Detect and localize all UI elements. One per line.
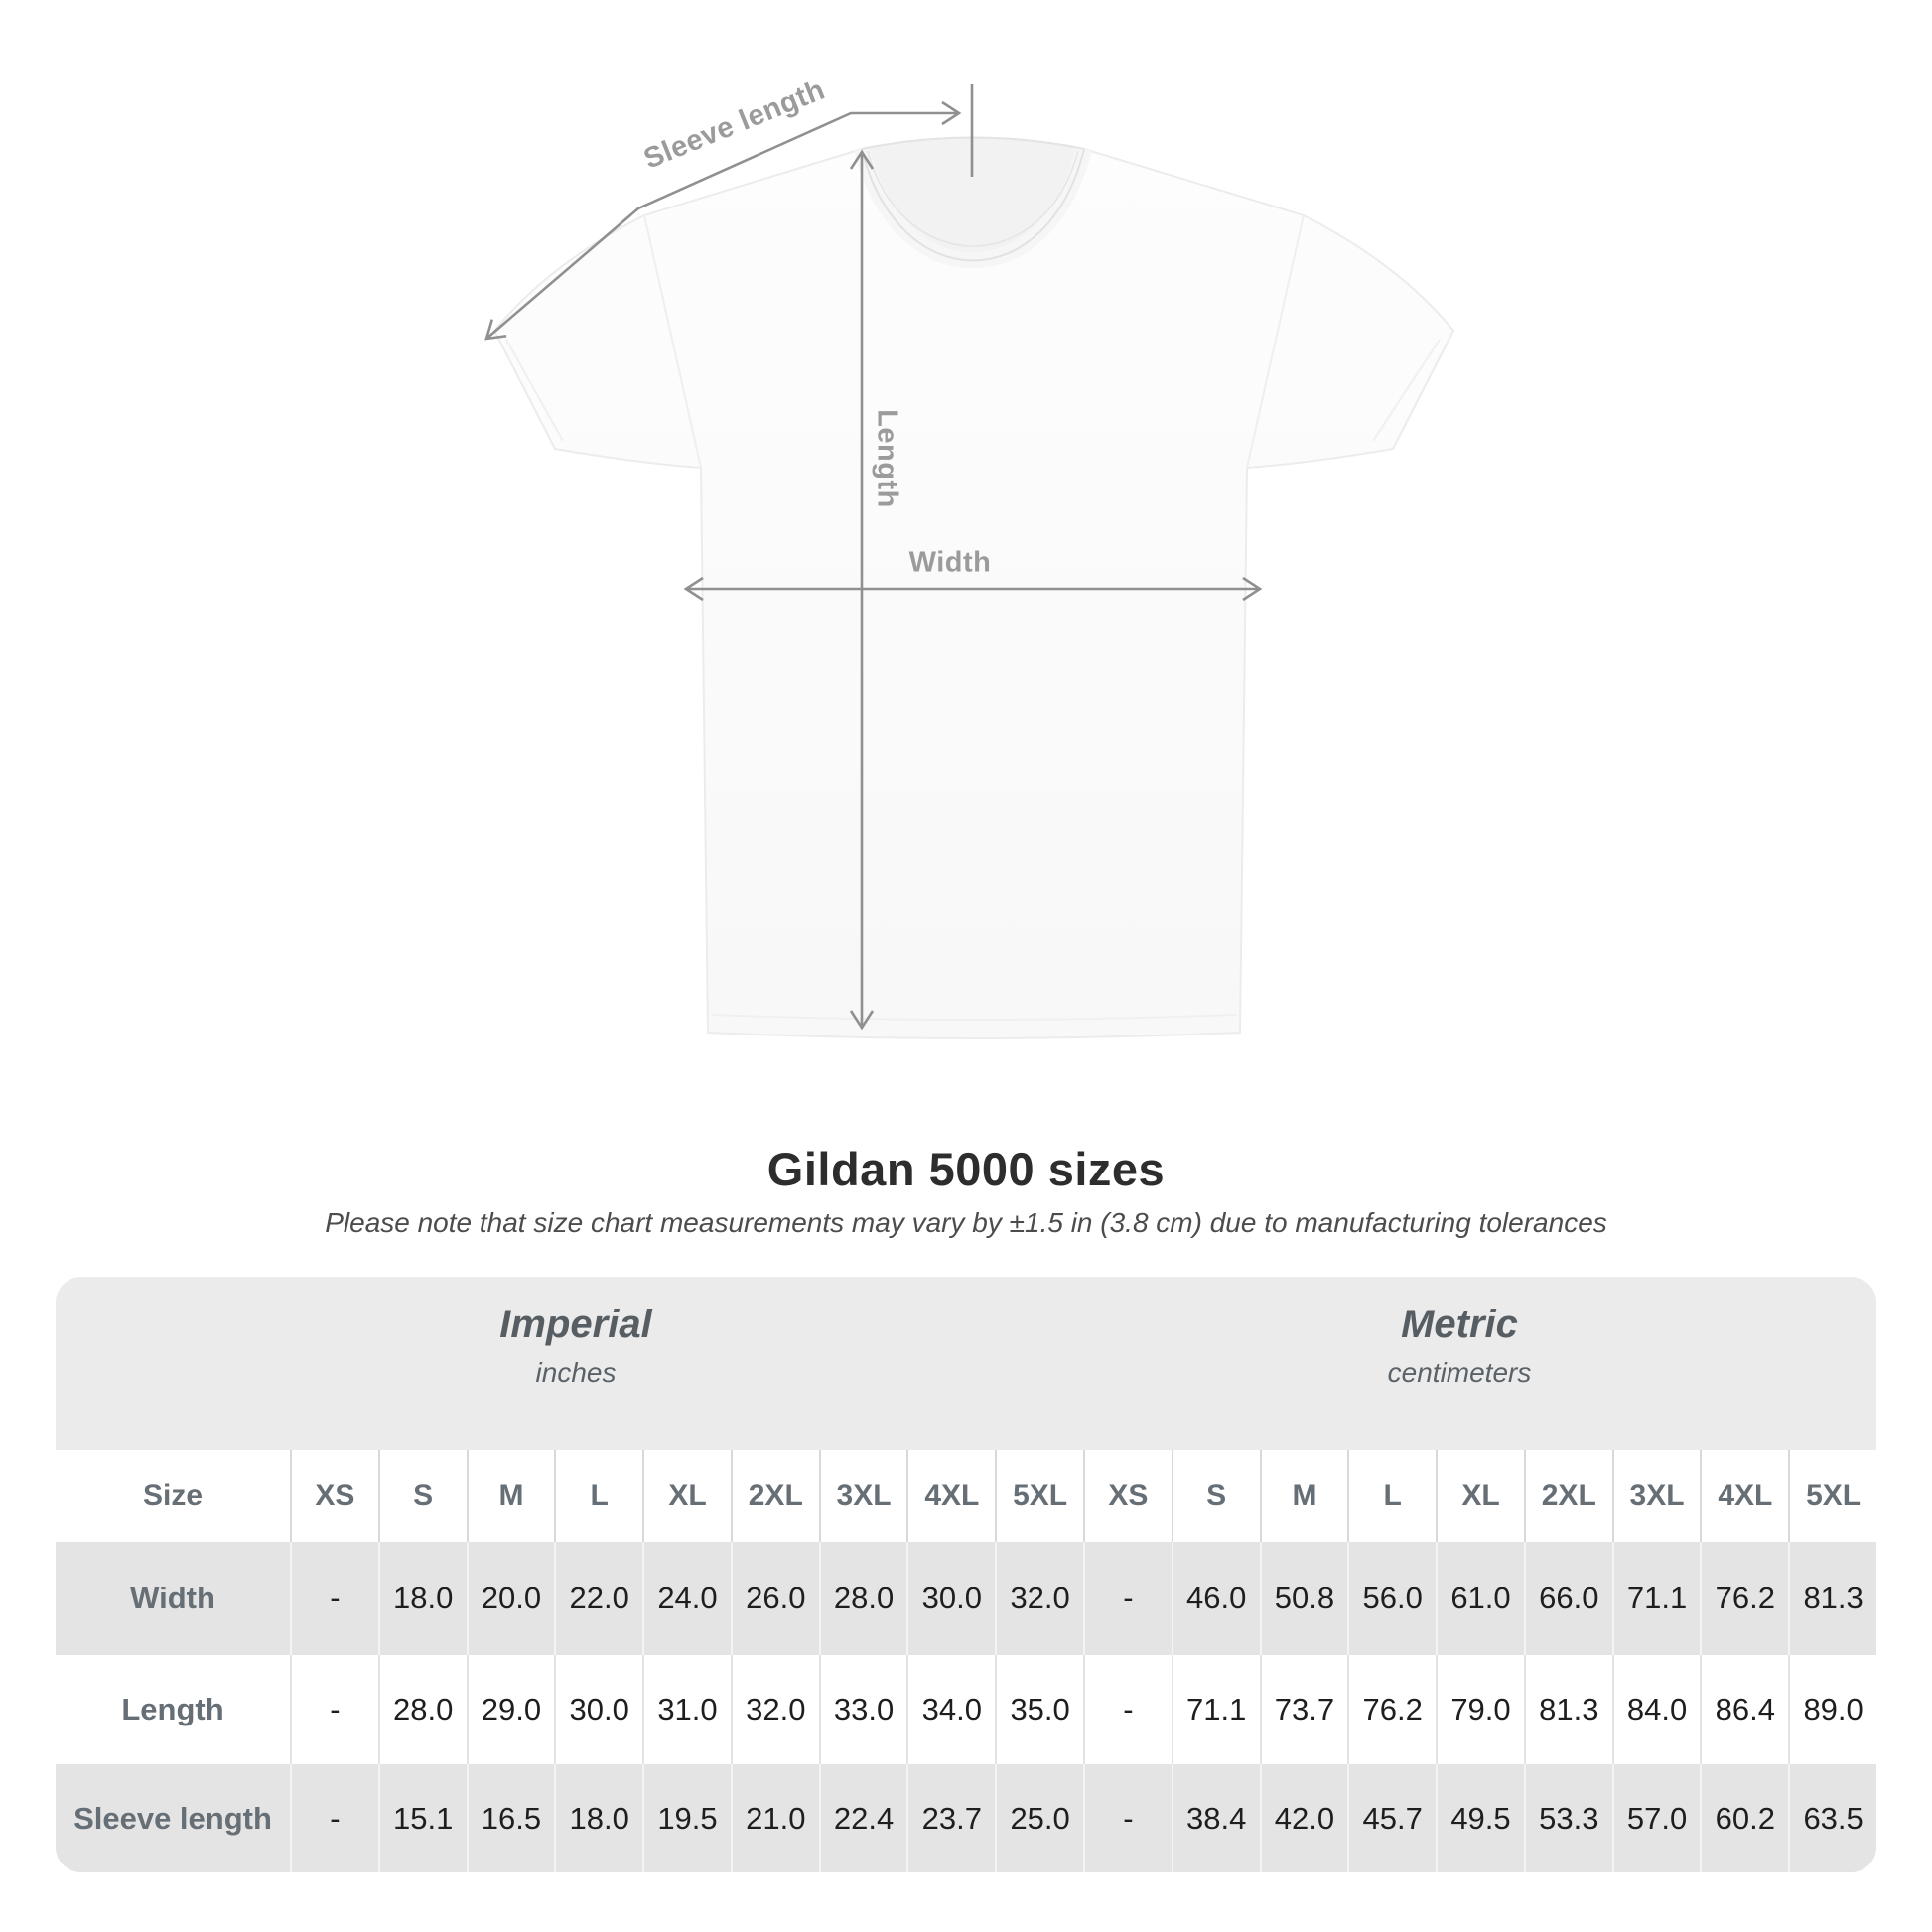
measurement-value: 32.0 xyxy=(730,1655,819,1764)
measurement-value: 73.7 xyxy=(1259,1655,1348,1764)
measurement-value: 71.1 xyxy=(1171,1655,1260,1764)
metric-label: Metric xyxy=(1401,1303,1518,1346)
imperial-unit-group: Imperial inches xyxy=(499,1303,651,1389)
measurement-value: 19.5 xyxy=(642,1764,731,1872)
measurement-value: 63.5 xyxy=(1788,1764,1876,1872)
measurement-value: 34.0 xyxy=(906,1655,996,1764)
measurement-value: 81.3 xyxy=(1523,1655,1612,1764)
page-title: Gildan 5000 sizes xyxy=(766,1143,1166,1195)
size-header: 3XL xyxy=(1611,1450,1701,1542)
size-header: L xyxy=(1347,1450,1437,1542)
measurement-value: 30.0 xyxy=(554,1655,643,1764)
measurement-value: 57.0 xyxy=(1611,1764,1701,1872)
sleeve-length-dimension-line xyxy=(484,100,962,341)
measurement-value: 56.0 xyxy=(1347,1542,1437,1655)
imperial-unit: inches xyxy=(535,1357,617,1388)
size-header: 3XL xyxy=(818,1450,907,1542)
measurement-value: 32.0 xyxy=(995,1542,1083,1655)
size-header: XS xyxy=(290,1450,378,1542)
row-label: Width xyxy=(56,1542,290,1655)
row-label: Sleeve length xyxy=(56,1764,290,1872)
measurement-value: 21.0 xyxy=(730,1764,819,1872)
measurement-value: 29.0 xyxy=(466,1655,555,1764)
measurement-value: 23.7 xyxy=(906,1764,996,1872)
cuff-stitch-left xyxy=(505,339,564,442)
size-header: S xyxy=(377,1450,467,1542)
measurement-value: 76.2 xyxy=(1700,1542,1789,1655)
measurement-value: - xyxy=(1083,1542,1172,1655)
measurement-value: 45.7 xyxy=(1347,1764,1437,1872)
measurement-value: - xyxy=(290,1764,378,1872)
unit-header: Imperial inches Metric centimeters xyxy=(56,1277,1876,1450)
measurement-value: 15.1 xyxy=(377,1764,467,1872)
measurement-value: 38.4 xyxy=(1171,1764,1260,1872)
size-header: 4XL xyxy=(906,1450,996,1542)
size-header: 2XL xyxy=(1523,1450,1612,1542)
measurement-value: 31.0 xyxy=(642,1655,731,1764)
size-header: 2XL xyxy=(730,1450,819,1542)
measurement-value: 33.0 xyxy=(818,1655,907,1764)
length-label: Length xyxy=(871,409,903,508)
cuff-stitch-right xyxy=(1372,339,1441,442)
size-header: XL xyxy=(1436,1450,1524,1542)
measurement-value: 26.0 xyxy=(730,1542,819,1655)
measurement-value: 16.5 xyxy=(466,1764,555,1872)
measurement-value: 86.4 xyxy=(1700,1655,1789,1764)
size-header: XS xyxy=(1083,1450,1172,1542)
measurement-value: 20.0 xyxy=(466,1542,555,1655)
measurement-value: - xyxy=(1083,1764,1172,1872)
measurement-value: 46.0 xyxy=(1171,1542,1260,1655)
size-column-header: Size xyxy=(56,1450,290,1542)
measurement-value: 49.5 xyxy=(1436,1764,1524,1872)
sleeve-seam-right xyxy=(1246,214,1305,469)
measurement-value: 42.0 xyxy=(1259,1764,1348,1872)
measurement-value: 81.3 xyxy=(1788,1542,1876,1655)
size-chart-table: Imperial inches Metric centimeters Size … xyxy=(56,1277,1876,1872)
width-label: Width xyxy=(908,546,992,579)
size-header: S xyxy=(1171,1450,1260,1542)
measurement-value: - xyxy=(290,1655,378,1764)
measurement-value: 35.0 xyxy=(995,1655,1083,1764)
measurement-value: 30.0 xyxy=(906,1542,996,1655)
measurement-value: 28.0 xyxy=(818,1542,907,1655)
measurement-value: 53.3 xyxy=(1523,1764,1612,1872)
tolerance-note: Please note that size chart measurements… xyxy=(325,1207,1607,1238)
measurement-value: 25.0 xyxy=(995,1764,1083,1872)
measurement-value: - xyxy=(290,1542,378,1655)
measurement-value: 28.0 xyxy=(377,1655,467,1764)
measurement-value: 18.0 xyxy=(377,1542,467,1655)
size-header: 5XL xyxy=(1788,1450,1876,1542)
size-header: 5XL xyxy=(995,1450,1083,1542)
size-header: XL xyxy=(642,1450,731,1542)
measurement-value: 22.4 xyxy=(818,1764,907,1872)
measurement-value: 84.0 xyxy=(1611,1655,1701,1764)
measurement-value: 50.8 xyxy=(1259,1542,1348,1655)
row-label: Length xyxy=(56,1655,290,1764)
imperial-label: Imperial xyxy=(499,1303,652,1346)
measurement-value: 66.0 xyxy=(1523,1542,1612,1655)
measurement-value: 61.0 xyxy=(1436,1542,1524,1655)
measurement-value: 79.0 xyxy=(1436,1655,1524,1764)
size-header: M xyxy=(1259,1450,1348,1542)
measurement-grid: Size XS S M L XL 2XL 3XL 4XL 5XL XS S M … xyxy=(56,1450,1876,1872)
size-header: L xyxy=(554,1450,643,1542)
measurement-value: 76.2 xyxy=(1347,1655,1437,1764)
tshirt-diagram xyxy=(484,84,1455,1039)
metric-unit-group: Metric centimeters xyxy=(1388,1303,1532,1389)
hem-stitch xyxy=(711,1014,1237,1021)
measurement-value: 22.0 xyxy=(554,1542,643,1655)
measurement-value: 89.0 xyxy=(1788,1655,1876,1764)
measurement-value: 18.0 xyxy=(554,1764,643,1872)
size-header: 4XL xyxy=(1700,1450,1789,1542)
measurement-value: 71.1 xyxy=(1611,1542,1701,1655)
measurement-value: 60.2 xyxy=(1700,1764,1789,1872)
measurement-value: - xyxy=(1083,1655,1172,1764)
metric-unit: centimeters xyxy=(1387,1357,1532,1388)
measurement-value: 24.0 xyxy=(642,1542,731,1655)
size-header: M xyxy=(466,1450,555,1542)
